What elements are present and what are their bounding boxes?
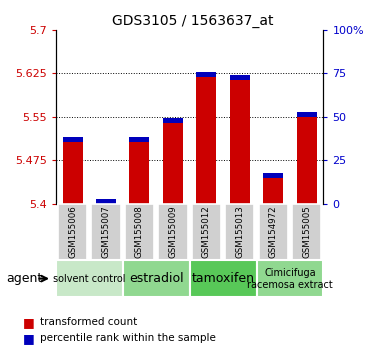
Bar [163, 118, 183, 204]
FancyBboxPatch shape [258, 204, 288, 260]
Bar [296, 112, 317, 204]
Text: estradiol: estradiol [129, 272, 184, 285]
FancyBboxPatch shape [189, 260, 256, 297]
Text: GSM155008: GSM155008 [135, 205, 144, 258]
Bar [296, 112, 317, 117]
Text: GSM155009: GSM155009 [168, 206, 177, 258]
FancyBboxPatch shape [123, 260, 189, 297]
Bar [62, 137, 82, 204]
Text: GSM155006: GSM155006 [68, 205, 77, 258]
Bar [230, 75, 250, 80]
Bar [263, 173, 283, 204]
FancyBboxPatch shape [125, 204, 154, 260]
Text: GSM155005: GSM155005 [302, 205, 311, 258]
FancyBboxPatch shape [158, 204, 187, 260]
FancyBboxPatch shape [256, 260, 323, 297]
Bar [96, 199, 116, 204]
Text: GSM155007: GSM155007 [102, 205, 110, 258]
Bar [263, 173, 283, 178]
Bar [129, 137, 149, 204]
Bar [129, 137, 149, 142]
Bar [163, 118, 183, 122]
Text: ■: ■ [23, 332, 35, 344]
FancyBboxPatch shape [225, 204, 254, 260]
FancyBboxPatch shape [192, 204, 221, 260]
Text: tamoxifen: tamoxifen [192, 272, 254, 285]
Text: GSM155013: GSM155013 [235, 205, 244, 258]
Text: GSM155012: GSM155012 [202, 205, 211, 258]
FancyBboxPatch shape [58, 204, 87, 260]
Text: GSM154972: GSM154972 [269, 206, 278, 258]
Bar [62, 137, 82, 142]
Bar [230, 75, 250, 204]
Text: agent: agent [6, 272, 42, 285]
Text: GDS3105 / 1563637_at: GDS3105 / 1563637_at [112, 14, 273, 28]
FancyBboxPatch shape [292, 204, 321, 260]
FancyBboxPatch shape [56, 260, 123, 297]
Text: Cimicifuga
racemosa extract: Cimicifuga racemosa extract [247, 268, 333, 290]
Bar [96, 199, 116, 204]
Text: transformed count: transformed count [40, 317, 138, 327]
Text: ■: ■ [23, 316, 35, 329]
Text: percentile rank within the sample: percentile rank within the sample [40, 333, 216, 343]
Bar [196, 72, 216, 204]
FancyBboxPatch shape [91, 204, 121, 260]
Text: solvent control: solvent control [53, 274, 126, 284]
Bar [196, 72, 216, 77]
